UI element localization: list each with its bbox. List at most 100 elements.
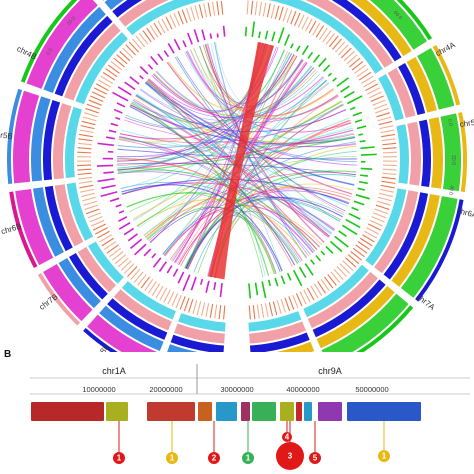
density-mark — [209, 33, 213, 39]
density-track — [77, 0, 397, 320]
density-mark — [320, 278, 330, 292]
density-mark — [298, 266, 307, 279]
track-segment — [170, 334, 225, 352]
density-mark — [122, 47, 134, 59]
track-segment — [112, 0, 143, 18]
track-segment — [316, 285, 395, 349]
density-mark — [89, 216, 103, 223]
density-mark — [192, 300, 198, 314]
synteny-link — [155, 71, 339, 123]
density-mark — [381, 138, 396, 142]
synteny-link — [146, 206, 276, 275]
track-segment — [418, 119, 431, 187]
synteny-link — [177, 94, 338, 265]
track-segment — [407, 121, 421, 186]
density-mark — [318, 57, 327, 68]
density-mark — [266, 3, 271, 18]
density-mark — [356, 68, 369, 78]
track-segment — [30, 96, 51, 182]
density-mark — [112, 91, 129, 102]
density-mark — [101, 184, 116, 190]
density-mark — [129, 76, 140, 85]
synteny-link — [121, 184, 283, 272]
density-mark — [109, 197, 120, 202]
track-segment — [378, 74, 404, 121]
density-mark — [80, 125, 95, 130]
density-mark — [356, 125, 367, 130]
density-mark — [346, 54, 358, 65]
density-mark — [347, 254, 360, 265]
ideogram-segment — [458, 112, 467, 193]
tick-label: 60.0 — [392, 10, 403, 21]
track-segment — [307, 271, 378, 329]
synteny-link — [120, 181, 300, 263]
density-mark — [205, 280, 210, 293]
density-mark — [106, 244, 119, 254]
density-mark — [85, 107, 99, 114]
density-mark — [372, 99, 386, 106]
marker-circle — [166, 452, 178, 464]
density-mark — [118, 210, 125, 214]
synteny-link — [146, 81, 275, 275]
track-segment — [43, 6, 106, 93]
density-mark — [113, 57, 125, 68]
chromosome-label: chr4B — [15, 44, 38, 62]
density-mark — [264, 303, 269, 318]
track-segment — [387, 68, 416, 118]
density-mark — [196, 301, 202, 316]
density-mark — [376, 112, 391, 118]
density-mark — [203, 3, 208, 18]
density-mark — [334, 235, 349, 248]
density-mark — [353, 200, 365, 206]
track-segment — [249, 321, 306, 344]
density-mark — [157, 20, 166, 34]
synteny-link — [117, 157, 303, 261]
density-mark — [127, 233, 138, 242]
position-label: 20000000 — [149, 385, 182, 394]
synteny-link — [126, 192, 299, 264]
ideogram-segment — [356, 305, 414, 352]
density-mark — [256, 304, 260, 319]
ideogram-segment — [6, 88, 23, 185]
density-mark — [124, 81, 136, 91]
density-mark — [329, 240, 343, 253]
density-mark — [305, 18, 313, 32]
density-mark — [78, 133, 93, 138]
density-mark — [97, 142, 114, 147]
track-segment — [54, 184, 84, 247]
density-mark — [347, 95, 363, 105]
density-mark — [167, 43, 175, 54]
density-mark — [158, 261, 167, 272]
density-mark — [223, 305, 226, 320]
density-mark — [367, 223, 382, 231]
density-mark — [108, 129, 117, 133]
density-mark — [118, 216, 128, 222]
density-mark — [315, 255, 322, 262]
track-segment — [374, 190, 419, 274]
track-segment — [276, 341, 315, 352]
density-mark — [330, 271, 341, 283]
density-mark — [165, 16, 173, 30]
density-mark — [264, 30, 269, 40]
track-segment — [249, 332, 310, 352]
density-mark — [117, 257, 129, 268]
density-mark — [205, 303, 210, 318]
track-segment — [26, 0, 98, 89]
density-mark — [313, 283, 323, 296]
density-mark — [338, 230, 347, 237]
track-segment — [102, 0, 105, 1]
density-mark — [200, 278, 204, 285]
track-segment — [312, 279, 386, 338]
synteny-block — [304, 402, 312, 421]
density-mark — [325, 245, 334, 254]
marker-circle — [242, 452, 254, 464]
synteny-block — [252, 402, 276, 421]
synteny-link — [185, 51, 352, 133]
density-mark — [252, 305, 256, 320]
density-mark — [360, 146, 375, 150]
density-mark — [153, 22, 162, 36]
position-label: 50000000 — [355, 385, 388, 394]
density-mark — [171, 293, 179, 307]
density-mark — [283, 34, 290, 46]
